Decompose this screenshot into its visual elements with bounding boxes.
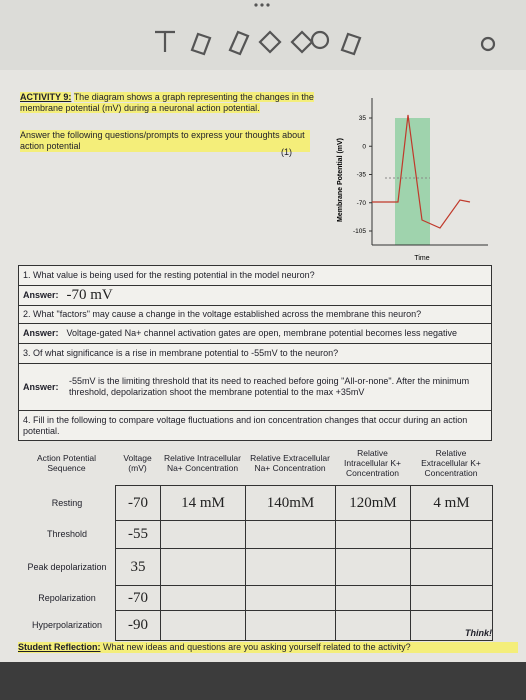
- reflection-text: What new ideas and questions are you ask…: [103, 642, 411, 652]
- answer-row: Answer: -55mV is the limiting threshold t…: [18, 363, 492, 411]
- y-tick-label: -35: [357, 172, 367, 179]
- header-cell: Voltage (mV): [115, 440, 160, 485]
- table-cell: 4 mM: [410, 485, 493, 521]
- table-cell: [335, 585, 411, 611]
- table-cell: Hyperpolarization: [31, 620, 103, 630]
- table-cell: [160, 610, 246, 641]
- table-cell: Peak depolarization: [27, 561, 107, 572]
- header-cell: Relative Extracellular K+ Concentration: [410, 440, 492, 485]
- prompt-text: Answer the following questions/prompts t…: [20, 130, 310, 152]
- prompt-points: (1): [281, 147, 292, 157]
- y-tick-label: 0: [362, 143, 366, 150]
- header-cell: Relative Extracellular Na+ Concentration: [245, 440, 335, 485]
- answer: Voltage-gated Na+ channel activation gat…: [66, 328, 458, 338]
- table-cell: [245, 610, 336, 641]
- graph: Membrane Potential (mV) Time 35 0 -35 -70 -1…: [337, 98, 488, 262]
- question-row: 3. Of what significance is a rise in mem…: [18, 343, 492, 364]
- activity: ACTIVITY 9: The diagram shows a graph re…: [20, 92, 325, 114]
- answer-label: Answer:: [23, 381, 59, 392]
- toolbar-icons: [155, 3, 496, 56]
- question: 2. What "factors" may cause a change in …: [23, 309, 422, 319]
- desk-edge: [0, 662, 526, 700]
- table-cell: Threshold: [46, 529, 88, 539]
- table-cell: -55: [115, 520, 161, 549]
- question-row: 1. What value is being used for the rest…: [18, 265, 492, 286]
- toolbar: [0, 0, 526, 70]
- x-axis-label: Time: [414, 255, 429, 262]
- table-cell: [245, 520, 336, 549]
- question: 3. Of what significance is a rise in mem…: [23, 348, 339, 358]
- header-cell: Action Potential Sequence: [18, 440, 115, 485]
- reflection: Student Reflection: What new ideas and q…: [18, 642, 518, 653]
- table-cell: [160, 585, 246, 611]
- table-cell: [410, 520, 493, 549]
- table-cell: [410, 548, 493, 586]
- answer-row: Answer: Voltage-gated Na+ channel activat…: [18, 323, 492, 344]
- table-cell: 35: [115, 548, 161, 586]
- table-cell: [160, 520, 246, 549]
- header-cell: Relative Intracellular K+ Concentration: [335, 440, 410, 485]
- select-tool[interactable]: [340, 32, 362, 56]
- y-tick-label: -105: [353, 228, 366, 235]
- pen-tool[interactable]: [190, 32, 212, 56]
- table-cell: -90: [115, 610, 161, 641]
- action-potential-curve: [372, 114, 471, 229]
- activity-text: The diagram shows a graph representing t…: [20, 92, 314, 113]
- text-tool[interactable]: [155, 30, 175, 52]
- answer-row: Answer: -70 mV: [18, 285, 492, 306]
- table-cell: Resting: [51, 497, 83, 508]
- y-tick-label: 35: [359, 115, 367, 122]
- table-cell: 14 mM: [160, 485, 246, 521]
- answer: -70 mV: [66, 287, 113, 303]
- table-cell: [335, 548, 411, 586]
- reflection-note: Think!: [465, 628, 492, 638]
- lasso-tool[interactable]: [310, 30, 330, 50]
- table-cell: [410, 610, 493, 641]
- table-cell: 140mM: [245, 485, 336, 521]
- table-cell: [245, 548, 336, 586]
- activity-label: ACTIVITY 9:: [20, 92, 72, 102]
- header-cell: Relative Intracellular Na+ Concentration: [160, 440, 245, 485]
- mic-tool[interactable]: [480, 36, 496, 52]
- table-cell: Repolarization: [38, 592, 96, 603]
- reflection-label: Student Reflection:: [18, 642, 101, 652]
- table-cell: [245, 585, 336, 611]
- table-cell: [335, 520, 411, 549]
- table-cell: [335, 610, 411, 641]
- answer-label: Answer:: [23, 328, 59, 338]
- marker-tool[interactable]: [228, 30, 250, 56]
- question: 1. What value is being used for the rest…: [23, 270, 315, 280]
- answer: -55mV is the limiting threshold that its…: [69, 376, 470, 397]
- shape-tool[interactable]: [290, 30, 314, 54]
- eraser-tool[interactable]: [258, 30, 282, 54]
- table-cell: -70: [115, 485, 161, 521]
- y-tick-label: -70: [357, 200, 367, 207]
- table-intro: 4. Fill in the following to compare volt…: [18, 410, 492, 441]
- question-row: 2. What "factors" may cause a change in …: [18, 305, 492, 324]
- table-cell: 120mM: [335, 485, 411, 521]
- answer-label: Answer:: [23, 290, 59, 300]
- table-cell: [410, 585, 493, 611]
- table-cell: [160, 548, 246, 586]
- y-axis-label: Membrane Potential (mV): [337, 138, 344, 222]
- table-cell: -70: [115, 585, 161, 611]
